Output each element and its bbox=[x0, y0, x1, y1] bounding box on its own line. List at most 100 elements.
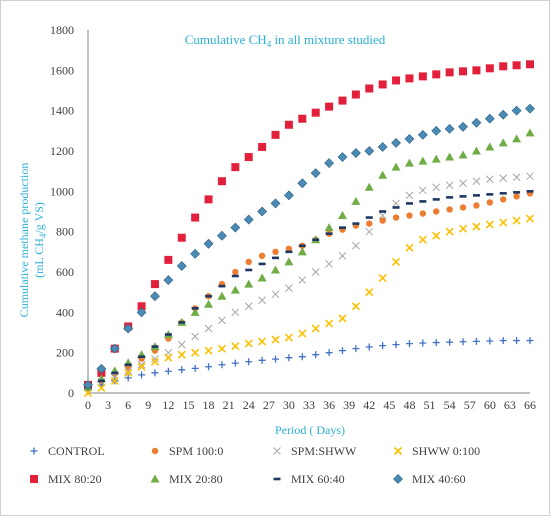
data-point bbox=[445, 68, 454, 77]
data-point bbox=[245, 358, 253, 366]
data-point bbox=[525, 128, 535, 137]
data-point bbox=[526, 60, 534, 69]
data-point bbox=[231, 308, 240, 317]
data-point bbox=[243, 214, 254, 225]
data-point bbox=[312, 351, 320, 359]
data-point bbox=[458, 121, 468, 132]
data-point bbox=[283, 190, 294, 201]
data-point bbox=[191, 364, 199, 372]
chart-title: Cumulative CH4 in all mixture studied bbox=[185, 32, 386, 49]
data-point bbox=[379, 217, 386, 224]
data-point bbox=[338, 252, 347, 260]
data-point bbox=[499, 62, 508, 71]
data-point bbox=[312, 238, 320, 242]
data-point bbox=[177, 233, 186, 242]
x-tick-label: 66 bbox=[524, 398, 536, 412]
y-tick-label: 200 bbox=[56, 346, 74, 360]
data-point bbox=[512, 216, 521, 225]
data-point bbox=[218, 284, 226, 288]
data-point bbox=[432, 231, 441, 240]
data-point bbox=[177, 340, 186, 349]
data-point bbox=[513, 337, 521, 345]
data-point bbox=[378, 273, 387, 283]
data-point bbox=[391, 162, 401, 171]
data-point bbox=[298, 114, 307, 123]
data-point bbox=[392, 341, 400, 349]
data-point bbox=[137, 302, 146, 311]
legend-marker bbox=[393, 446, 403, 456]
data-point bbox=[178, 366, 186, 374]
data-point bbox=[404, 158, 414, 167]
data-point bbox=[298, 276, 307, 284]
data-point bbox=[486, 337, 494, 345]
data-point bbox=[311, 108, 320, 117]
data-point bbox=[365, 227, 374, 236]
data-point bbox=[311, 268, 320, 276]
data-point bbox=[218, 316, 226, 325]
data-point bbox=[284, 120, 293, 129]
x-tick-label: 60 bbox=[484, 398, 496, 412]
data-point bbox=[445, 152, 455, 161]
data-point bbox=[191, 332, 200, 341]
data-point bbox=[150, 291, 160, 302]
data-point bbox=[325, 232, 333, 235]
y-tick-label: 600 bbox=[56, 265, 74, 279]
data-point bbox=[258, 296, 266, 305]
data-point bbox=[177, 350, 186, 359]
data-point bbox=[232, 268, 239, 276]
x-ticks: 0 3 6 9 12 15 18 21 24 27 30 33 36 39 42 45 48 51 54 57 60 63… bbox=[85, 398, 536, 412]
data-point bbox=[138, 355, 146, 358]
data-point bbox=[405, 243, 414, 252]
data-point bbox=[366, 220, 373, 227]
data-point bbox=[526, 337, 534, 345]
data-point bbox=[164, 353, 173, 362]
legend-marker bbox=[273, 447, 281, 455]
x-tick-label: 15 bbox=[182, 398, 194, 412]
series-spm-100-0 bbox=[84, 190, 534, 391]
data-point bbox=[352, 345, 360, 353]
data-point bbox=[378, 80, 387, 89]
legend-item: SHWW 0:100 bbox=[393, 444, 480, 458]
x-tick-label: 24 bbox=[243, 398, 255, 412]
y-tick-label: 1400 bbox=[50, 104, 74, 118]
data-point bbox=[499, 337, 507, 345]
data-point bbox=[350, 148, 361, 158]
data-point bbox=[257, 206, 268, 217]
data-point bbox=[418, 156, 428, 165]
data-point bbox=[272, 256, 280, 260]
data-point bbox=[432, 198, 440, 201]
data-point bbox=[285, 354, 293, 362]
data-point bbox=[417, 129, 428, 140]
data-point bbox=[365, 216, 373, 219]
x-tick-label: 45 bbox=[383, 398, 395, 412]
data-point bbox=[124, 363, 132, 367]
data-point bbox=[472, 337, 480, 345]
y-tick-label: 1000 bbox=[50, 184, 74, 198]
legend-marker bbox=[30, 447, 38, 455]
data-point bbox=[110, 376, 119, 385]
data-point bbox=[445, 181, 454, 190]
legend-marker bbox=[151, 447, 159, 455]
data-point bbox=[378, 211, 387, 220]
data-point bbox=[111, 371, 119, 375]
data-point bbox=[446, 196, 454, 199]
data-point bbox=[351, 196, 361, 205]
y-tick-label: 0 bbox=[68, 386, 74, 400]
data-point bbox=[324, 223, 334, 232]
series-mix-60-40 bbox=[84, 190, 534, 389]
data-point bbox=[297, 247, 307, 256]
data-point bbox=[204, 195, 213, 204]
data-point bbox=[257, 273, 267, 282]
data-point bbox=[459, 204, 467, 211]
data-point bbox=[459, 179, 467, 188]
data-point bbox=[191, 307, 199, 310]
data-point bbox=[432, 183, 441, 192]
data-point bbox=[446, 206, 453, 213]
data-point bbox=[83, 388, 93, 398]
data-point bbox=[217, 230, 227, 241]
data-point bbox=[325, 319, 334, 328]
data-point bbox=[499, 174, 508, 183]
x-tick-label: 48 bbox=[403, 398, 415, 412]
data-point bbox=[271, 335, 280, 344]
